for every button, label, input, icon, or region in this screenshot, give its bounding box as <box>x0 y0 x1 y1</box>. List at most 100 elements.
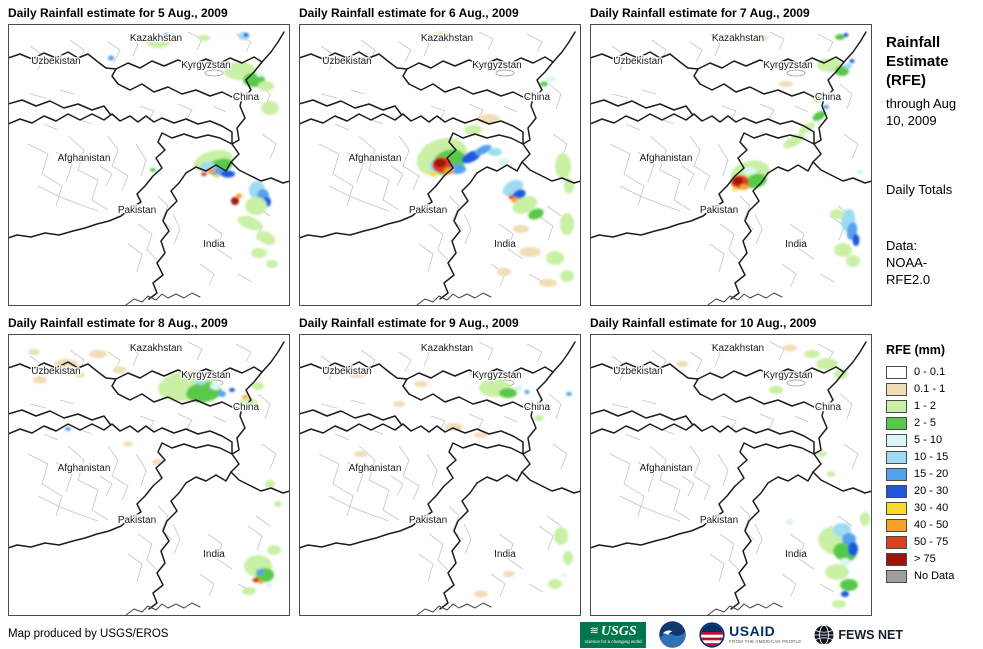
country-label: Uzbekistan <box>322 56 371 67</box>
legend-swatch <box>886 365 907 379</box>
country-label: China <box>233 402 260 413</box>
legend-label: 0 - 0.1 <box>914 366 946 379</box>
usgs-wave-icon: ≋ <box>589 625 599 638</box>
legend-swatch <box>886 416 907 430</box>
country-label: Uzbekistan <box>322 366 371 377</box>
map-panel-aug10: Daily Rainfall estimate for 10 Aug., 200… <box>590 316 872 616</box>
country-label: Kazakhstan <box>421 33 473 44</box>
country-label: Pakistan <box>700 205 738 216</box>
country-label: Afghanistan <box>640 153 693 164</box>
legend-label: 5 - 10 <box>914 434 943 447</box>
rainfall-map-aug6: Kazakhstan Uzbekistan Kyrgyzstan China Afgha… <box>299 24 581 306</box>
footer: Map produced by USGS/EROS ≋ USGS science… <box>0 620 983 649</box>
panel-title: Daily Rainfall estimate for 5 Aug., 2009 <box>8 6 228 20</box>
usgs-wordmark: USGS <box>600 623 637 639</box>
country-label: Uzbekistan <box>31 56 80 67</box>
legend-label: 1 - 2 <box>914 400 937 413</box>
legend-swatch <box>886 433 907 447</box>
legend-label: 40 - 50 <box>914 519 949 532</box>
legend-swatch <box>886 569 907 583</box>
rainfall-map-aug9: Kazakhstan Uzbekistan Kyrgyzstan China Afgha… <box>299 334 581 616</box>
legend-label: 20 - 30 <box>914 485 949 498</box>
legend-label: No Data <box>914 570 955 583</box>
rainfall-map-aug7: Kazakhstan Uzbekistan Kyrgyzstan China Afgha… <box>590 24 872 306</box>
country-label: Pakistan <box>118 515 156 526</box>
country-label: Uzbekistan <box>613 366 662 377</box>
page-subtitle: through Aug 10, 2009 <box>886 96 957 129</box>
country-label: Kyrgyzstan <box>763 60 812 71</box>
country-label: China <box>524 402 551 413</box>
legend-swatch <box>886 518 907 532</box>
country-label: India <box>203 239 225 250</box>
legend-item: > 75 <box>886 551 981 568</box>
noaa-logo <box>659 621 686 648</box>
legend-label: > 75 <box>914 553 936 566</box>
usgs-logo: ≋ USGS science for a changing world <box>580 621 647 648</box>
legend-item: 20 - 30 <box>886 483 981 500</box>
rainfall-map-aug10: Kazakhstan Uzbekistan Kyrgyzstan China Afgha… <box>590 334 872 616</box>
logo-row: ≋ USGS science for a changing world <box>580 621 903 648</box>
legend-items: 0 - 0.1 0.1 - 1 1 - 2 2 - 5 5 - 10 10 - 15 15 … <box>886 364 981 585</box>
rainfall-map-aug5: Kazakhstan Uzbekistan Kyrgyzstan China Afgha… <box>8 24 290 306</box>
attribution: Map produced by USGS/EROS <box>8 628 169 640</box>
legend-label: 2 - 5 <box>914 417 937 430</box>
country-label: Kyrgyzstan <box>181 60 230 71</box>
legend-swatch <box>886 552 907 566</box>
country-label: Pakistan <box>118 205 156 216</box>
legend-item: 0.1 - 1 <box>886 381 981 398</box>
legend-label: 0.1 - 1 <box>914 383 946 396</box>
country-label: Pakistan <box>409 515 447 526</box>
legend-label: 10 - 15 <box>914 451 949 464</box>
country-label: Kyrgyzstan <box>181 370 230 381</box>
country-label: Pakistan <box>700 515 738 526</box>
map-panel-aug7: Daily Rainfall estimate for 7 Aug., 2009… <box>590 6 872 306</box>
legend-item: 0 - 0.1 <box>886 364 981 381</box>
legend-swatch <box>886 501 907 515</box>
country-label: Kazakhstan <box>130 343 182 354</box>
legend-item: 5 - 10 <box>886 432 981 449</box>
country-label: Afghanistan <box>640 463 693 474</box>
country-label: Kazakhstan <box>130 33 182 44</box>
usaid-tagline: FROM THE AMERICAN PEOPLE <box>729 639 802 645</box>
country-label: Kyrgyzstan <box>763 370 812 381</box>
country-label: Afghanistan <box>58 463 111 474</box>
legend-title: RFE (mm) <box>886 342 946 357</box>
panel-title: Daily Rainfall estimate for 9 Aug., 2009 <box>299 316 519 330</box>
country-label: China <box>815 92 842 103</box>
sidebar: Rainfall Estimate (RFE) through Aug 10, … <box>876 0 983 620</box>
usaid-logo: USAID FROM THE AMERICAN PEOPLE <box>699 621 802 648</box>
country-label: Uzbekistan <box>613 56 662 67</box>
country-label: Kazakhstan <box>712 343 764 354</box>
legend-label: 50 - 75 <box>914 536 949 549</box>
usgs-tagline: science for a changing world <box>584 638 642 644</box>
legend-label: 30 - 40 <box>914 502 949 515</box>
country-label: China <box>524 92 551 103</box>
country-label: India <box>494 239 516 250</box>
panel-title: Daily Rainfall estimate for 6 Aug., 2009 <box>299 6 519 20</box>
legend: RFE (mm) 0 - 0.1 0.1 - 1 1 - 2 2 - 5 5 - 10 1… <box>886 343 981 585</box>
globe-icon <box>814 624 834 645</box>
usaid-seal-icon <box>699 621 725 648</box>
fewsnet-wordmark: FEWS NET <box>838 627 903 642</box>
country-label: Kazakhstan <box>421 343 473 354</box>
legend-item: 10 - 15 <box>886 449 981 466</box>
country-label: Afghanistan <box>58 153 111 164</box>
usaid-wordmark: USAID <box>729 623 776 640</box>
panel-title: Daily Rainfall estimate for 8 Aug., 2009 <box>8 316 228 330</box>
legend-swatch <box>886 467 907 481</box>
map-panel-aug5: Daily Rainfall estimate for 5 Aug., 2009… <box>8 6 290 306</box>
country-label: China <box>233 92 260 103</box>
legend-swatch <box>886 382 907 396</box>
country-label: Afghanistan <box>349 153 402 164</box>
panel-title: Daily Rainfall estimate for 7 Aug., 2009 <box>590 6 810 20</box>
country-label: Uzbekistan <box>31 366 80 377</box>
legend-item: 50 - 75 <box>886 534 981 551</box>
daily-totals-label: Daily Totals <box>886 182 953 198</box>
legend-label: 15 - 20 <box>914 468 949 481</box>
legend-swatch <box>886 535 907 549</box>
data-source-label: Data: NOAA-RFE2.0 <box>886 237 931 287</box>
country-label: Kyrgyzstan <box>472 60 521 71</box>
page-title: Rainfall Estimate (RFE) <box>886 34 949 89</box>
map-panel-aug8: Daily Rainfall estimate for 8 Aug., 2009… <box>8 316 290 616</box>
